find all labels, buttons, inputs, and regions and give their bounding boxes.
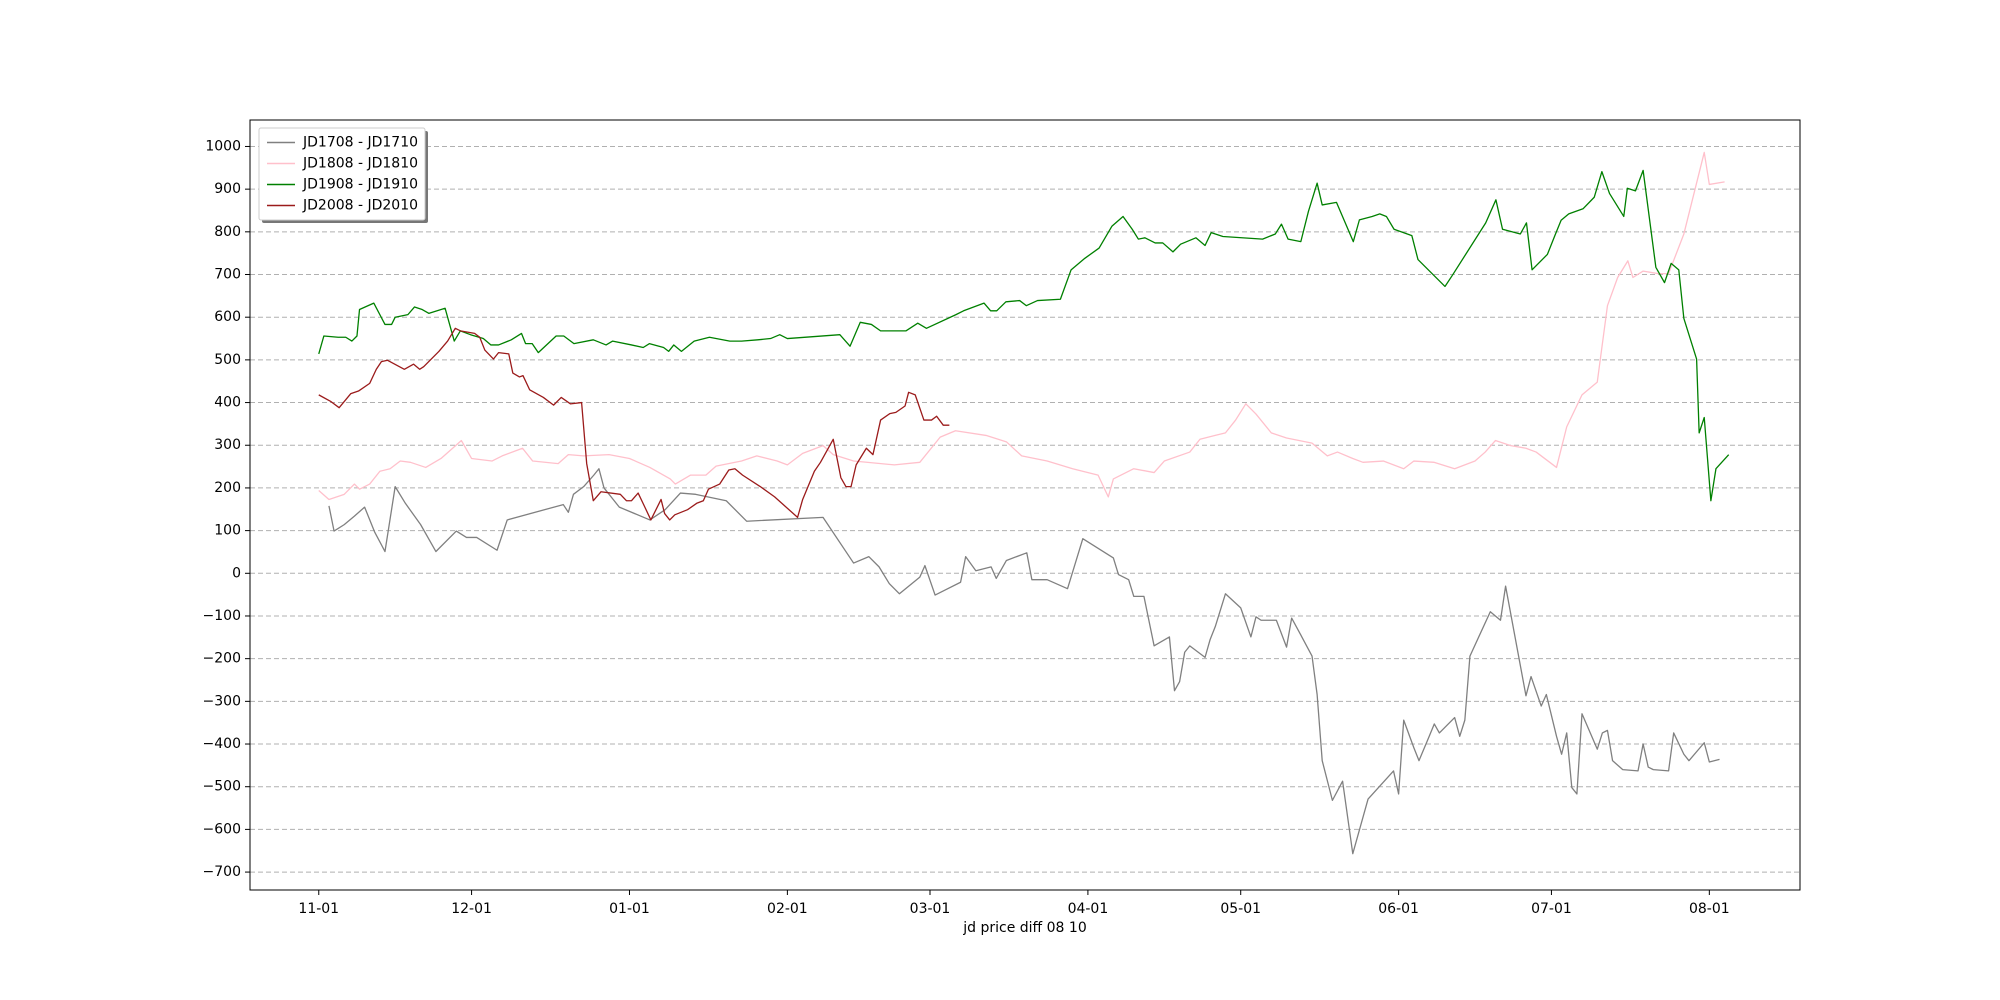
y-tick-label: −300 — [203, 693, 241, 709]
x-tick-label: 03-01 — [910, 901, 951, 917]
y-tick-label: −400 — [203, 736, 241, 752]
x-tick-label: 06-01 — [1378, 901, 1419, 917]
plot-area — [318, 151, 1730, 855]
y-tick-label: 700 — [214, 267, 241, 283]
data-line — [318, 327, 950, 521]
legend-label: JD2008 - JD2010 — [302, 198, 418, 214]
y-tick-label: 300 — [214, 437, 241, 453]
y-tick-label: −500 — [203, 779, 241, 795]
data-line — [328, 468, 1720, 855]
y-tick-label: 1000 — [205, 138, 241, 154]
y-tick-label: 900 — [214, 181, 241, 197]
y-tick-label: −600 — [203, 821, 241, 837]
legend-label: JD1708 - JD1710 — [302, 135, 418, 151]
data-line — [318, 169, 1730, 502]
y-tick-label: 0 — [232, 565, 241, 581]
y-tick-label: 400 — [214, 395, 241, 411]
x-tick-label: 12-01 — [451, 901, 492, 917]
data-line — [318, 151, 1725, 501]
legend-label: JD1908 - JD1910 — [302, 177, 418, 193]
y-tick-label: 200 — [214, 480, 241, 496]
legend-label: JD1808 - JD1810 — [302, 156, 418, 172]
y-tick-label: 100 — [214, 523, 241, 539]
axes-frame — [249, 119, 1801, 891]
legend: JD1708 - JD1710 JD1808 - JD1810 JD1908 - J… — [258, 127, 428, 223]
x-tick-label: 11-01 — [298, 901, 339, 917]
grid — [250, 145, 1800, 873]
x-tick-label: 04-01 — [1068, 901, 1109, 917]
x-tick-label: 05-01 — [1220, 901, 1261, 917]
y-tick-label: 600 — [214, 309, 241, 325]
y-tick-label: 500 — [214, 352, 241, 368]
axes: −700 −600 −500 −400 −300 −200 −100 0 100 200 300 40… — [203, 138, 1730, 917]
y-tick-label: −200 — [203, 651, 241, 667]
x-tick-label: 02-01 — [767, 901, 808, 917]
y-tick-label: 800 — [214, 224, 241, 240]
y-tick-label: −100 — [203, 608, 241, 624]
x-axis-label: jd price diff 08 10 — [962, 920, 1086, 936]
x-tick-label: 01-01 — [609, 901, 650, 917]
y-tick-label: −700 — [203, 864, 241, 880]
legend-box — [258, 127, 426, 221]
x-tick-label: 07-01 — [1531, 901, 1572, 917]
x-tick-label: 08-01 — [1689, 901, 1730, 917]
